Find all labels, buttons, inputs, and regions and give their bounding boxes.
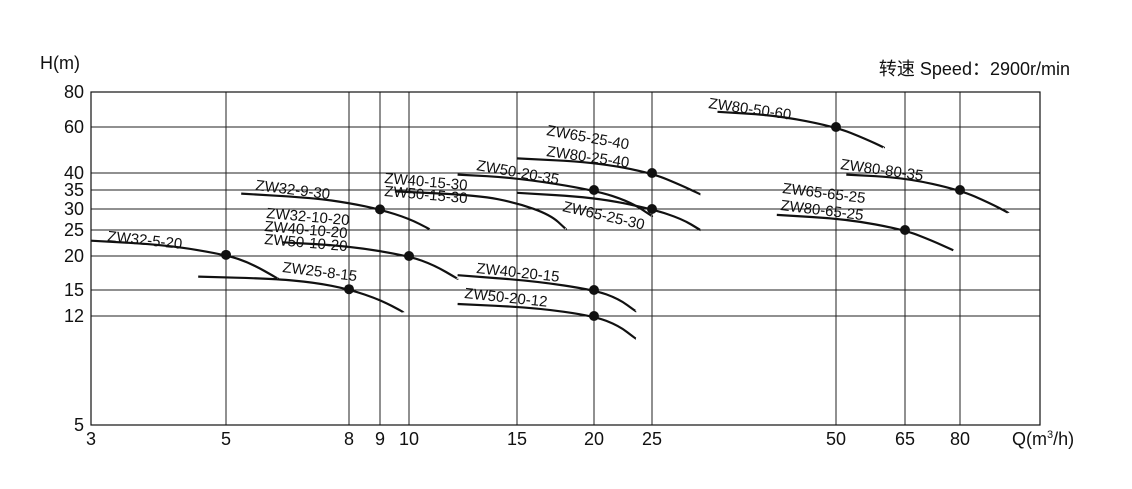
x-tick-label: 20: [584, 429, 604, 449]
curve-label: ZW80-80-35: [839, 156, 924, 184]
performance-curve: [457, 173, 654, 218]
x-tick-label: 9: [375, 429, 385, 449]
rated-point: [900, 225, 910, 235]
rated-point: [375, 204, 385, 215]
series-zw80-80-35: ZW80-80-35: [839, 156, 1010, 214]
y-tick-label: 40: [64, 163, 84, 183]
performance-curve: [394, 190, 567, 231]
rated-point: [344, 284, 354, 295]
x-tick-label: 3: [86, 429, 96, 449]
performance-curve: [198, 275, 405, 314]
y-tick-label: 80: [64, 82, 84, 102]
curve-label: ZW80-50-60: [707, 95, 792, 123]
x-tick-label: 8: [344, 429, 354, 449]
y-tick-label: 60: [64, 117, 84, 137]
rated-point: [404, 251, 414, 261]
x-tick-label: 65: [895, 429, 915, 449]
performance-curve: [457, 302, 637, 340]
performance-curve: [516, 191, 701, 232]
performance-curve: [457, 274, 637, 313]
x-tick-label: 5: [221, 429, 231, 449]
rated-point: [647, 204, 657, 214]
rated-point: [831, 122, 841, 132]
series-zw32-5-20: ZW32-5-20: [90, 228, 280, 280]
x-axis-label-prefix: Q(m: [1012, 429, 1047, 449]
performance-curve: [516, 157, 701, 196]
rated-point: [589, 285, 599, 295]
rated-point: [221, 249, 231, 260]
performance-curve: [241, 192, 431, 231]
x-axis-label-suffix: /h): [1053, 429, 1074, 449]
series-zw25-8-15: ZW25-8-15: [198, 259, 405, 314]
performance-curve: [717, 110, 886, 149]
curve-label: ZW32-5-20: [107, 228, 183, 253]
speed-label: 转速 Speed：2900r/min: [879, 59, 1070, 79]
rated-point: [955, 185, 965, 195]
y-tick-label: 5: [74, 415, 84, 435]
y-tick-label: 20: [64, 246, 84, 266]
rated-point: [647, 168, 657, 178]
x-tick-label: 80: [950, 429, 970, 449]
y-tick-label: 30: [64, 199, 84, 219]
x-tick-label: 50: [826, 429, 846, 449]
series-zw50-20-12: ZW50-20-12: [457, 285, 637, 340]
rated-point: [589, 311, 599, 321]
x-tick-label: 10: [399, 429, 419, 449]
performance-curve: [90, 239, 280, 280]
y-tick-label: 15: [64, 280, 84, 300]
performance-curve: [776, 213, 954, 252]
y-tick-label: 35: [64, 180, 84, 200]
curve-label: ZW50-20-35: [475, 157, 560, 188]
curve-label: ZW40-20-15: [476, 260, 561, 286]
y-axis-label: H(m): [40, 53, 80, 73]
series-zw80-50-60: ZW80-50-60: [707, 95, 886, 149]
plot-frame: [90, 91, 1041, 426]
rated-point: [589, 185, 599, 195]
x-axis-label-sup: 3: [1047, 429, 1053, 441]
series-layer: ZW32-5-20ZW25-8-15ZW32-9-30ZW32-10-20ZW4…: [90, 95, 1010, 340]
y-tick-label: 25: [64, 220, 84, 240]
x-tick-label: 25: [642, 429, 662, 449]
series-zw80-65-25: ZW80-65-25: [776, 197, 954, 252]
x-axis-label: Q(m3/h): [1012, 429, 1074, 449]
y-tick-label: 12: [64, 306, 84, 326]
x-tick-label: 15: [507, 429, 527, 449]
performance-curve: [846, 173, 1010, 214]
series-zw50-10-20: ZW50-10-20: [264, 231, 459, 280]
curve-label: ZW32-9-30: [255, 177, 332, 203]
